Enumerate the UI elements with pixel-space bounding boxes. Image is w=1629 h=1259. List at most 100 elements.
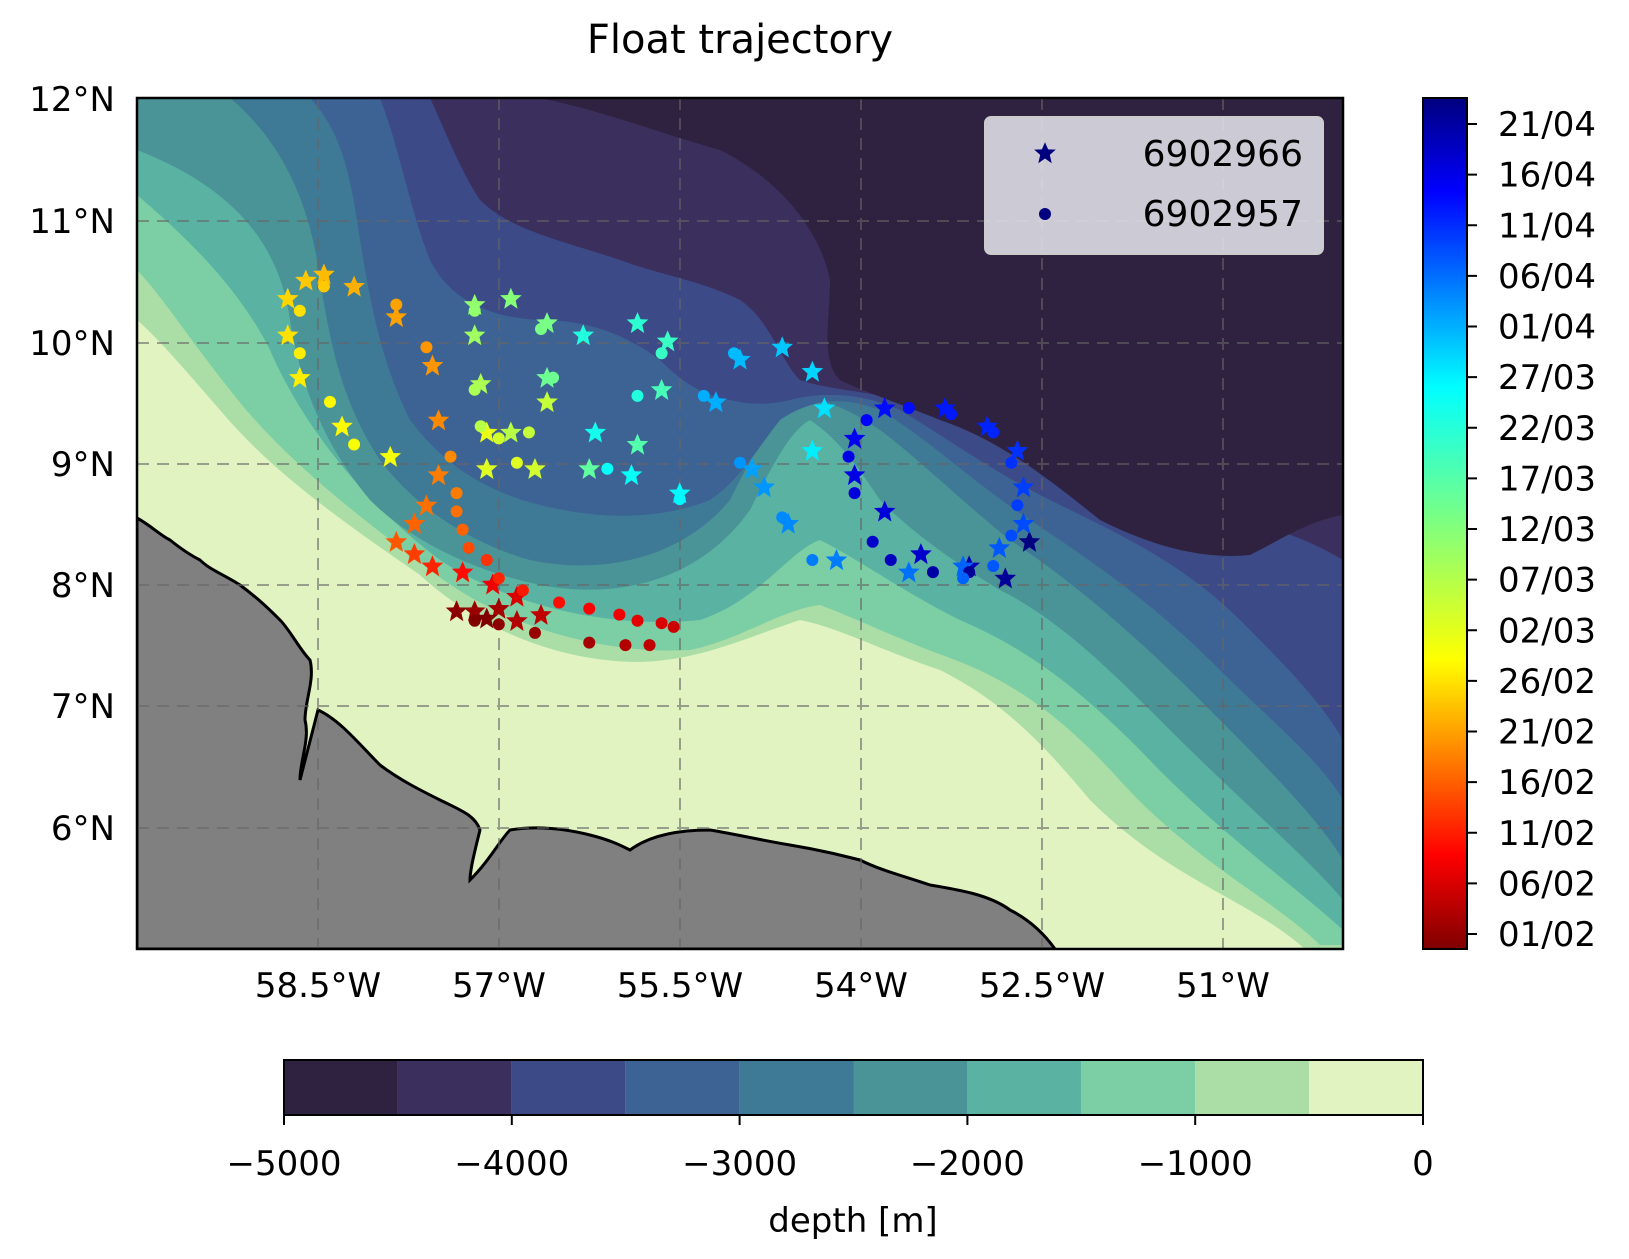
float-6902957-dot-marker — [613, 608, 626, 621]
date-tick-label: 17/03 — [1498, 459, 1596, 499]
float-6902957-dot-marker — [902, 402, 915, 415]
float-6902957-dot-marker — [468, 614, 481, 627]
float-6902957-dot-marker — [528, 626, 541, 639]
lat-axis-labels: 12°N 11°N 10°N 9°N 8°N 7°N 6°N — [29, 80, 115, 849]
map-frame — [135, 96, 1345, 951]
depth-tick-label: 0 — [1412, 1144, 1434, 1184]
depth-colorbar-label: depth [m] — [768, 1201, 937, 1241]
lon-tick-label: 57°W — [452, 966, 546, 1006]
depth-colorbar-cell — [625, 1060, 740, 1115]
float-6902957-dot-marker — [450, 505, 463, 518]
date-tick-label: 06/02 — [1498, 864, 1596, 904]
legend-box — [984, 116, 1324, 255]
depth-colorbar-cell — [397, 1060, 512, 1115]
float-6902957-dot-marker — [727, 347, 740, 360]
float-6902957-dot-marker — [492, 618, 505, 631]
lat-tick-label: 10°N — [29, 324, 115, 364]
lon-tick-label: 58.5°W — [255, 966, 381, 1006]
lat-tick-label: 11°N — [29, 202, 115, 242]
lat-tick-label: 7°N — [51, 687, 115, 727]
depth-colorbar-cells — [284, 1060, 1423, 1115]
float-6902957-dot-marker — [516, 584, 529, 597]
date-tick-label: 21/04 — [1498, 105, 1596, 145]
date-tick-label: 11/02 — [1498, 814, 1596, 854]
depth-colorbar-frame — [283, 1059, 1424, 1116]
float-6902957-dot-marker — [806, 553, 819, 566]
date-tick-label: 06/04 — [1498, 257, 1596, 297]
date-tick-label: 01/02 — [1498, 915, 1596, 955]
depth-colorbar-cell — [739, 1060, 854, 1115]
float-6902957-dot-marker — [390, 298, 403, 311]
lat-tick-label: 12°N — [29, 80, 115, 120]
float-6902957-dot-marker — [450, 487, 463, 500]
float-6902957-dot-marker — [492, 572, 505, 585]
depth-tick-label: −1000 — [1138, 1144, 1253, 1184]
float-6902957-dot-marker — [987, 560, 1000, 573]
float-6902957-dot-marker — [673, 493, 686, 506]
depth-tick-label: −5000 — [226, 1144, 341, 1184]
date-tick-label: 12/03 — [1498, 510, 1596, 550]
float-6902957-dot-marker — [848, 487, 861, 500]
float-6902957-dot-marker — [293, 347, 306, 360]
float-6902957-dot-marker — [420, 341, 433, 354]
float-6902957-dot-marker — [348, 438, 361, 451]
date-colorbar: 21/04 16/04 11/04 06/04 01/04 27/03 22/03 17/03… — [1422, 97, 1596, 955]
lon-tick-label: 51°W — [1176, 966, 1270, 1006]
lon-axis-labels: 58.5°W 57°W 55.5°W 54°W 52.5°W 51°W — [255, 966, 1270, 1006]
float-6902957-dot-marker — [462, 541, 475, 554]
grid-lines — [137, 98, 1343, 949]
lat-tick-label: 9°N — [51, 445, 115, 485]
float-6902957-dot-marker — [776, 511, 789, 524]
float-6902957-dot-marker — [553, 596, 566, 609]
float-6902957-dot-marker — [619, 639, 632, 652]
float-6902957-dot-marker — [510, 456, 523, 469]
date-tick-label: 22/03 — [1498, 409, 1596, 449]
date-tick-label: 07/03 — [1498, 561, 1596, 601]
map-title: Float trajectory — [587, 17, 893, 63]
float-6902957-dot-marker — [631, 389, 644, 402]
depth-colorbar-cell — [1195, 1060, 1310, 1115]
depth-colorbar-cell — [284, 1060, 398, 1115]
float-6902957-dot-marker — [293, 304, 306, 317]
date-tick-label: 16/02 — [1498, 763, 1596, 803]
legend-dot-icon — [1039, 208, 1051, 220]
lon-tick-label: 52.5°W — [979, 966, 1105, 1006]
float-6902957-dot-marker — [547, 371, 560, 384]
date-tick-label: 11/04 — [1498, 206, 1596, 246]
float-6902957-dot-marker — [323, 395, 336, 408]
depth-colorbar-cell — [1081, 1060, 1196, 1115]
float-6902957-dot-marker — [926, 566, 939, 579]
date-tick-label: 21/02 — [1498, 713, 1596, 753]
float-6902957-dot-marker — [492, 432, 505, 445]
float-6902957-dot-marker — [583, 602, 596, 615]
legend-label: 6902957 — [1143, 194, 1303, 235]
float-6902957-dot-marker — [631, 614, 644, 627]
date-tick-label: 26/02 — [1498, 662, 1596, 702]
float-6902957-dot-marker — [697, 389, 710, 402]
float-6902957-dot-marker — [535, 322, 548, 335]
float-6902957-dot-marker — [655, 617, 668, 630]
depth-colorbar-cell — [967, 1060, 1082, 1115]
float-6902957-dot-marker — [945, 408, 958, 421]
float-6902957-dot-marker — [522, 426, 535, 439]
float-6902957-dot-marker — [643, 639, 656, 652]
float-6902957-dot-marker — [468, 304, 481, 317]
float-6902957-dot-marker — [667, 620, 680, 633]
float-6902957-dot-marker — [468, 383, 481, 396]
date-tick-label: 02/03 — [1498, 611, 1596, 651]
depth-tick-label: −2000 — [910, 1144, 1025, 1184]
float-6902957-dot-marker — [842, 450, 855, 463]
float-6902957-dot-marker — [1011, 499, 1024, 512]
date-tick-label: 27/03 — [1498, 358, 1596, 398]
date-colorbar-gradient — [1422, 97, 1468, 950]
float-6902957-dot-marker — [1005, 456, 1018, 469]
lon-tick-label: 54°W — [814, 966, 908, 1006]
float-6902957-dot-marker — [480, 553, 493, 566]
float-6902957-dot-marker — [987, 426, 1000, 439]
depth-colorbar: −5000 −4000 −3000 −2000 −1000 0 depth [m] — [226, 1059, 1434, 1241]
depth-tick-label: −3000 — [682, 1144, 797, 1184]
land — [137, 516, 1057, 949]
trajectory-markers — [276, 263, 1041, 652]
float-6902957-dot-marker — [317, 280, 330, 293]
